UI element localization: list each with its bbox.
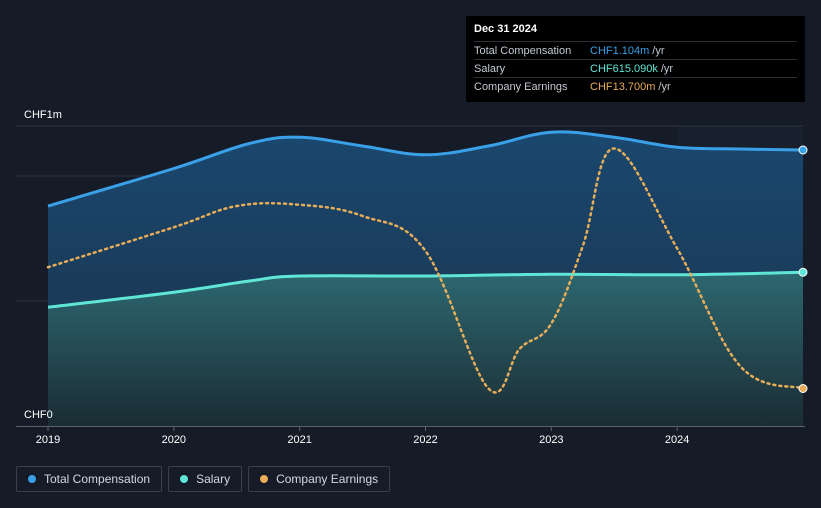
legend-item-salary[interactable]: Salary <box>168 466 243 492</box>
legend-dot-icon <box>260 475 269 483</box>
legend: Total Compensation Salary Company Earnin… <box>16 466 391 492</box>
x-tick-label: 2022 <box>413 434 437 446</box>
tooltip-unit: /yr <box>660 62 674 75</box>
legend-label: Salary <box>196 472 231 486</box>
x-tick-label: 2020 <box>162 434 186 446</box>
legend-dot-icon <box>180 475 189 483</box>
legend-item-company-earnings[interactable]: Company Earnings <box>248 466 391 492</box>
tooltip-row-salary: Salary CHF615.090k /yr <box>474 59 797 77</box>
tooltip-label: Total Compensation <box>474 44 572 57</box>
tooltip-value: CHF13.700m <box>590 80 656 93</box>
legend-label: Company Earnings <box>276 472 379 486</box>
tooltip-unit: /yr <box>658 80 671 93</box>
legend-item-total-compensation[interactable]: Total Compensation <box>16 466 163 492</box>
x-tick-label: 2024 <box>665 434 689 446</box>
tooltip: Dec 31 2024 Total Compensation CHF1.104m… <box>466 16 805 102</box>
salary-line <box>47 270 804 309</box>
x-tick-label: 2023 <box>539 434 563 446</box>
legend-label: Total Compensation <box>44 472 151 486</box>
tooltip-value: CHF1.104m <box>590 44 650 57</box>
tooltip-label: Salary <box>474 62 506 75</box>
y-axis-bottom-label: CHF0 <box>24 409 53 421</box>
tooltip-row-total: Total Compensation CHF1.104m /yr <box>474 41 797 59</box>
tooltip-label: Company Earnings <box>474 80 568 93</box>
company-earnings-line <box>46 147 805 394</box>
tooltip-row-earnings: Company Earnings CHF13.700m /yr <box>474 77 797 95</box>
x-tick-label: 2021 <box>287 434 311 446</box>
legend-dot-icon <box>28 475 36 483</box>
salary-end-marker <box>798 267 808 277</box>
salary-area <box>48 272 803 426</box>
x-tick-label: 2019 <box>36 434 60 446</box>
total-compensation-end-marker <box>798 145 808 155</box>
y-axis-top-label: CHF1m <box>24 109 62 121</box>
tooltip-value: CHF615.090k <box>590 62 658 75</box>
company-earnings-end-marker <box>798 384 808 393</box>
total-compensation-line <box>47 130 804 208</box>
x-axis-ticks: 2019 2020 2021 2022 2023 2024 <box>36 426 689 446</box>
tooltip-unit: /yr <box>652 44 665 57</box>
tooltip-date: Dec 31 2024 <box>474 23 537 35</box>
